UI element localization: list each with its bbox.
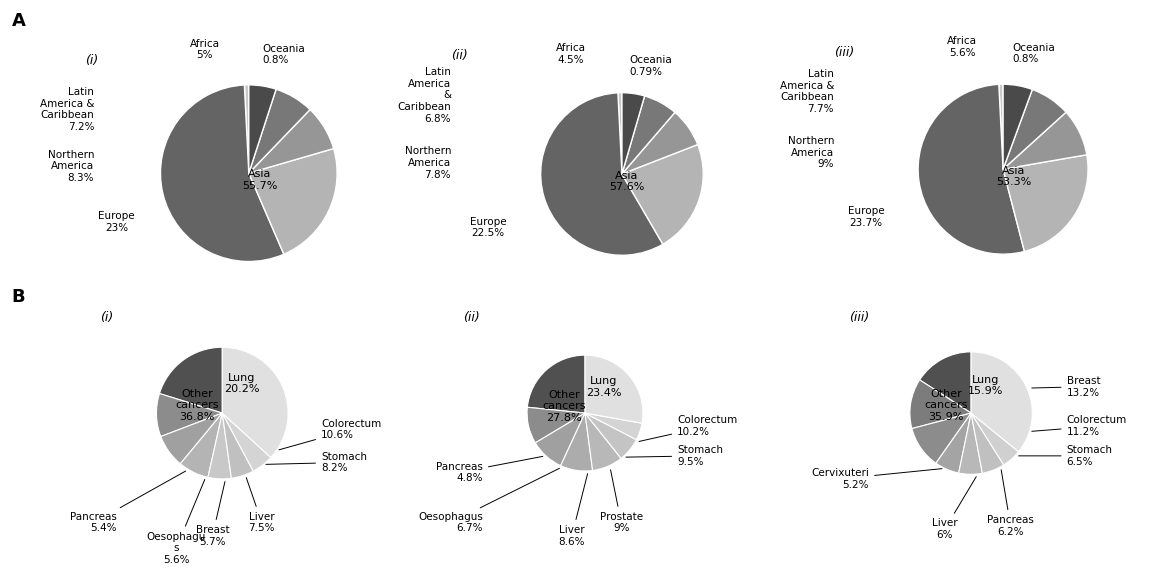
Wedge shape <box>249 89 310 173</box>
Text: Stomach
9.5%: Stomach 9.5% <box>626 445 723 467</box>
Text: A: A <box>12 12 26 29</box>
Text: (i): (i) <box>101 311 113 324</box>
Text: Stomach
8.2%: Stomach 8.2% <box>266 452 367 473</box>
Wedge shape <box>618 93 622 174</box>
Text: Pancreas
4.8%: Pancreas 4.8% <box>436 456 543 483</box>
Wedge shape <box>526 407 585 443</box>
Wedge shape <box>160 85 284 262</box>
Wedge shape <box>1003 89 1066 169</box>
Wedge shape <box>622 112 697 174</box>
Text: Northern
America
7.8%: Northern America 7.8% <box>405 146 452 180</box>
Text: Africa
5.6%: Africa 5.6% <box>947 36 977 58</box>
Wedge shape <box>1003 84 1032 169</box>
Wedge shape <box>249 85 276 173</box>
Text: Colorectum
11.2%: Colorectum 11.2% <box>1032 415 1127 437</box>
Wedge shape <box>159 347 222 413</box>
Text: Oesophagu
s
5.6%: Oesophagu s 5.6% <box>146 479 206 564</box>
Text: B: B <box>12 288 26 306</box>
Text: Pancreas
6.2%: Pancreas 6.2% <box>987 470 1034 537</box>
Text: Colorectum
10.2%: Colorectum 10.2% <box>639 415 737 441</box>
Wedge shape <box>971 352 1032 452</box>
Wedge shape <box>622 93 645 174</box>
Wedge shape <box>971 413 1019 465</box>
Wedge shape <box>920 352 971 413</box>
Text: Europe
23.7%: Europe 23.7% <box>848 206 885 228</box>
Text: (iii): (iii) <box>834 46 854 59</box>
Wedge shape <box>958 413 983 474</box>
Text: Africa
4.5%: Africa 4.5% <box>556 43 586 65</box>
Wedge shape <box>585 413 642 439</box>
Wedge shape <box>249 149 337 254</box>
Wedge shape <box>222 413 253 478</box>
Text: Breast
13.2%: Breast 13.2% <box>1032 376 1100 397</box>
Text: Other
cancers
27.8%: Other cancers 27.8% <box>542 390 586 423</box>
Text: (ii): (ii) <box>452 50 468 62</box>
Text: Colorectum
10.6%: Colorectum 10.6% <box>278 419 381 450</box>
Text: (ii): (ii) <box>463 311 480 324</box>
Wedge shape <box>999 84 1003 169</box>
Wedge shape <box>160 413 222 464</box>
Wedge shape <box>536 413 585 465</box>
Text: Asia
55.7%: Asia 55.7% <box>242 169 277 191</box>
Wedge shape <box>222 347 288 457</box>
Wedge shape <box>911 413 971 463</box>
Text: Other
cancers
36.8%: Other cancers 36.8% <box>176 389 219 422</box>
Text: Oceania
0.79%: Oceania 0.79% <box>629 55 672 77</box>
Text: Cervixuteri
5.2%: Cervixuteri 5.2% <box>811 468 942 490</box>
Wedge shape <box>1003 112 1087 169</box>
Wedge shape <box>528 355 585 413</box>
Text: Liver
6%: Liver 6% <box>932 477 976 540</box>
Text: Stomach
6.5%: Stomach 6.5% <box>1019 445 1113 467</box>
Text: Oceania
0.8%: Oceania 0.8% <box>262 44 305 66</box>
Wedge shape <box>971 413 1004 473</box>
Text: Latin
America
&
Caribbean
6.8%: Latin America & Caribbean 6.8% <box>398 67 452 124</box>
Text: Europe
22.5%: Europe 22.5% <box>469 217 507 238</box>
Wedge shape <box>585 413 636 458</box>
Wedge shape <box>180 413 222 478</box>
Text: Lung
23.4%: Lung 23.4% <box>586 376 621 397</box>
Text: Liver
7.5%: Liver 7.5% <box>246 478 275 533</box>
Text: Breast
5.7%: Breast 5.7% <box>195 482 229 547</box>
Text: (iii): (iii) <box>849 311 869 324</box>
Text: Africa
5%: Africa 5% <box>190 39 220 60</box>
Text: Lung
20.2%: Lung 20.2% <box>225 373 260 394</box>
Wedge shape <box>208 413 232 479</box>
Wedge shape <box>910 380 971 429</box>
Wedge shape <box>585 355 644 423</box>
Text: Latin
America &
Caribbean
7.7%: Latin America & Caribbean 7.7% <box>779 69 834 114</box>
Text: Oesophagus
6.7%: Oesophagus 6.7% <box>418 468 559 533</box>
Wedge shape <box>918 84 1025 254</box>
Text: Northern
America
8.3%: Northern America 8.3% <box>48 150 95 183</box>
Text: Prostate
9%: Prostate 9% <box>600 470 642 533</box>
Wedge shape <box>222 413 270 471</box>
Wedge shape <box>245 85 249 173</box>
Text: Other
cancers
35.9%: Other cancers 35.9% <box>924 389 968 422</box>
Wedge shape <box>936 413 971 473</box>
Text: Europe
23%: Europe 23% <box>98 211 135 233</box>
Text: Asia
57.6%: Asia 57.6% <box>608 170 645 192</box>
Text: (i): (i) <box>85 54 98 67</box>
Text: Lung
15.9%: Lung 15.9% <box>968 374 1003 396</box>
Text: Asia
53.3%: Asia 53.3% <box>997 166 1032 187</box>
Wedge shape <box>560 413 593 471</box>
Text: Liver
8.6%: Liver 8.6% <box>558 473 587 547</box>
Wedge shape <box>157 393 222 437</box>
Wedge shape <box>622 145 703 244</box>
Wedge shape <box>249 109 333 173</box>
Wedge shape <box>541 93 663 255</box>
Text: Oceania
0.8%: Oceania 0.8% <box>1012 43 1055 64</box>
Wedge shape <box>585 413 621 471</box>
Wedge shape <box>622 96 675 174</box>
Wedge shape <box>1003 155 1088 252</box>
Text: Pancreas
5.4%: Pancreas 5.4% <box>70 471 186 533</box>
Text: Latin
America &
Caribbean
7.2%: Latin America & Caribbean 7.2% <box>40 87 95 132</box>
Text: Northern
America
9%: Northern America 9% <box>787 136 834 169</box>
